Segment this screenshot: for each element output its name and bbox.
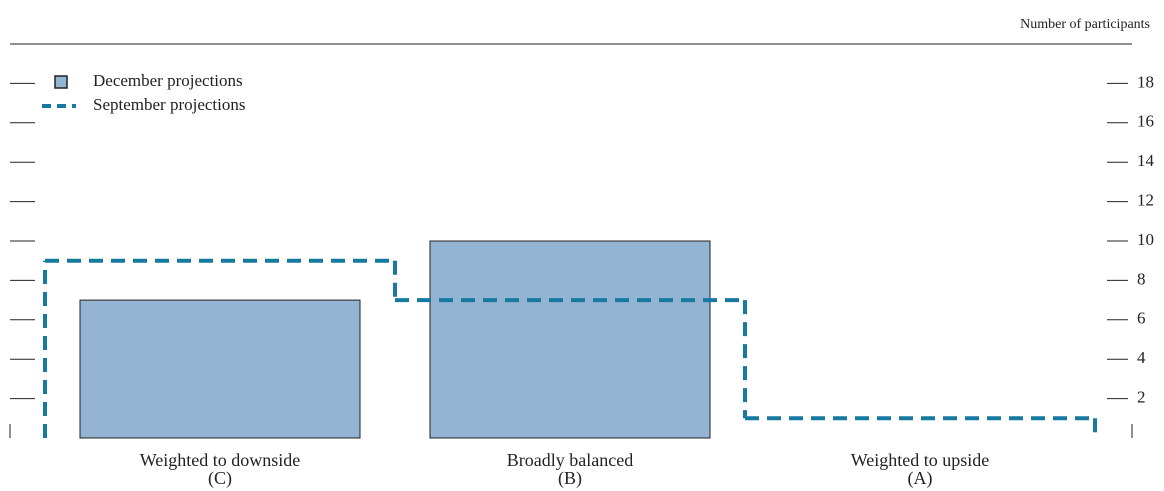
bar (429, 240, 711, 439)
y-tick-label: 18 (1137, 72, 1154, 91)
x-tick-label: Broadly balanced (507, 450, 633, 470)
legend-swatch (54, 75, 68, 89)
y-tick-label: 6 (1137, 309, 1146, 328)
y-tick-label: 12 (1137, 191, 1154, 210)
x-tick-code: (C) (208, 468, 232, 489)
y-tick-label: 16 (1137, 112, 1154, 131)
x-tick-code: (A) (908, 468, 933, 489)
y-tick-label: 10 (1137, 230, 1154, 249)
bar (79, 299, 361, 439)
legend-label: December projections (93, 71, 243, 90)
y-tick-label: 8 (1137, 269, 1146, 288)
legend-label: September projections (93, 95, 246, 114)
x-tick-label: Weighted to downside (140, 450, 301, 470)
y-tick-label: 2 (1137, 388, 1146, 407)
axis-label: Number of participants (1020, 17, 1150, 32)
y-tick-label: 14 (1137, 151, 1155, 170)
x-tick-label: Weighted to upside (851, 450, 990, 470)
x-tick-code: (B) (558, 468, 582, 489)
y-tick-label: 4 (1137, 348, 1146, 367)
